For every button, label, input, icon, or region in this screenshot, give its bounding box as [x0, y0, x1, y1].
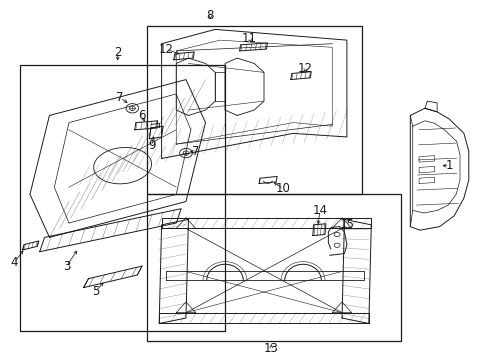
Text: 8: 8: [206, 9, 214, 22]
Text: 4: 4: [11, 256, 18, 269]
Text: 12: 12: [297, 62, 312, 75]
Text: 15: 15: [339, 218, 354, 231]
Bar: [147, 194, 400, 341]
Text: 13: 13: [264, 342, 278, 355]
Text: 3: 3: [62, 260, 70, 273]
Text: 5: 5: [92, 285, 99, 298]
Bar: [20, 65, 224, 330]
Text: 12: 12: [159, 42, 174, 55]
Text: 6: 6: [138, 109, 145, 122]
Text: 7: 7: [192, 145, 199, 158]
Text: 1: 1: [445, 159, 452, 172]
Text: 9: 9: [148, 139, 155, 152]
Text: 7: 7: [116, 91, 123, 104]
Text: 2: 2: [114, 46, 121, 59]
Text: 14: 14: [312, 204, 327, 217]
Text: 11: 11: [242, 32, 256, 45]
Text: 10: 10: [276, 183, 290, 195]
Bar: [147, 26, 361, 194]
